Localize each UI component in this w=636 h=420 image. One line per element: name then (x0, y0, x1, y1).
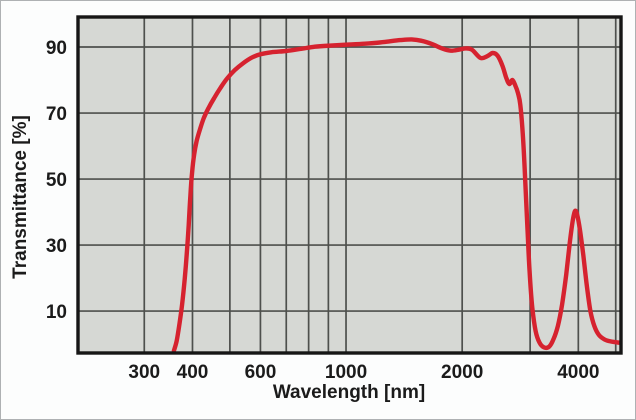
y-tick-label: 30 (46, 236, 67, 257)
y-tick-label: 10 (46, 302, 67, 323)
plot-border (76, 15, 623, 355)
x-axis-title: Wavelength [nm] (272, 382, 426, 403)
y-tick-label: 90 (46, 38, 67, 59)
plot-background (78, 17, 621, 353)
transmittance-curve (171, 37, 621, 353)
x-tick-label: 2000 (441, 362, 483, 383)
x-tick-label: 1000 (325, 362, 367, 383)
x-tick-label: 300 (128, 362, 160, 383)
x-tick-label: 600 (245, 362, 277, 383)
y-axis-title: Transmittance [%] (10, 115, 31, 279)
y-tick-label: 50 (46, 170, 67, 191)
y-tick-label: 70 (46, 104, 67, 125)
x-tick-label: 400 (177, 362, 209, 383)
x-tick-label: 4000 (557, 362, 599, 383)
